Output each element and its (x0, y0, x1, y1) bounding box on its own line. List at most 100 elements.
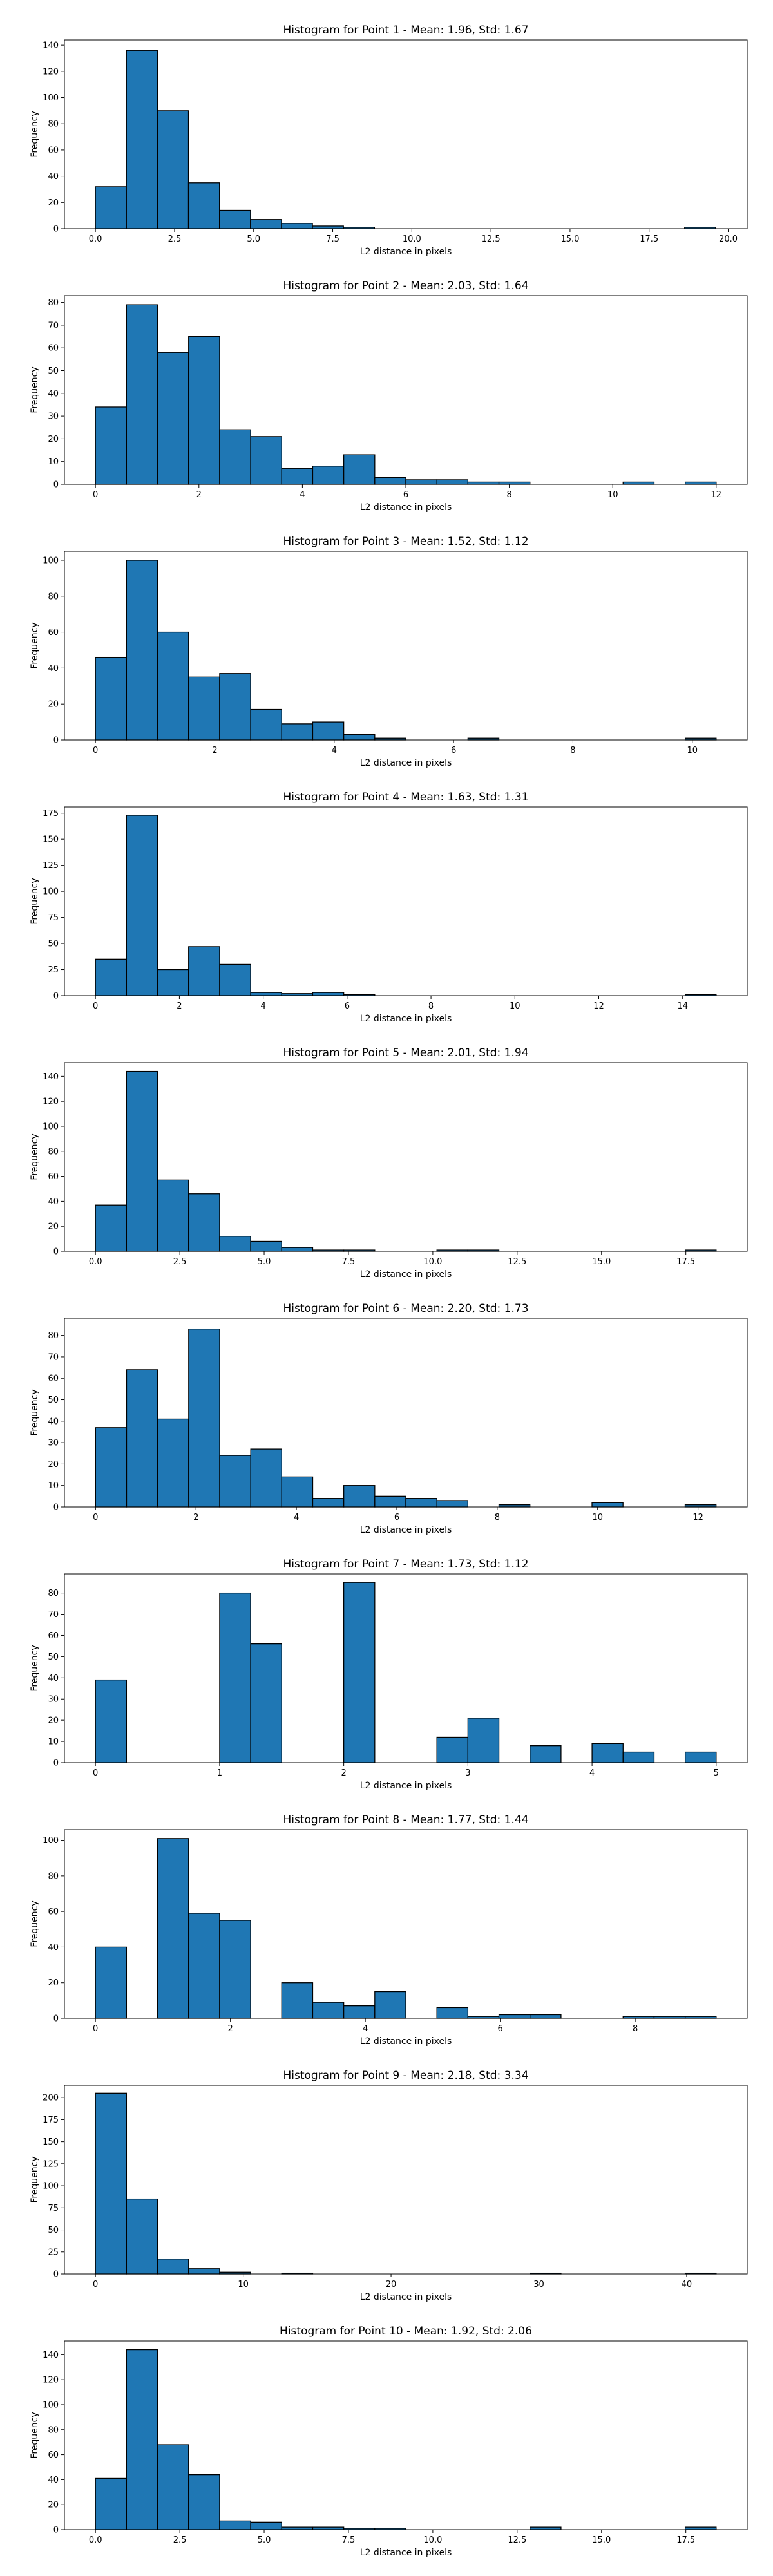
histogram-bar (436, 1500, 468, 1508)
histogram-panel-2: Histogram for Point 2 - Mean: 2.03, Std:… (30, 279, 748, 513)
chart-title: Histogram for Point 2 - Mean: 2.03, Std:… (283, 279, 528, 292)
histogram-bar (312, 992, 345, 996)
histogram-bar (312, 721, 345, 741)
histogram-bar (436, 1736, 469, 1763)
chart-title: Histogram for Point 8 - Mean: 1.77, Std:… (283, 1814, 528, 1826)
y-tick-label: 100 (43, 887, 59, 897)
histogram-bar (530, 1745, 562, 1763)
histogram-bar (95, 2477, 128, 2530)
y-tick-label: 10 (48, 1738, 59, 1747)
histogram-bar (312, 225, 344, 229)
y-tick-label: 60 (48, 146, 59, 155)
x-tick-label: 0 (93, 1513, 98, 1522)
x-tick-label: 4 (294, 1513, 299, 1522)
y-tick-label: 150 (43, 835, 59, 845)
y-axis-label: Frequency (30, 2412, 40, 2458)
y-tick-label: 70 (48, 321, 59, 330)
chart-title: Histogram for Point 7 - Mean: 1.73, Std:… (283, 1558, 528, 1571)
y-axis-label: Frequency (30, 366, 40, 413)
y-tick-label: 75 (48, 913, 59, 923)
x-tick-label: 8 (506, 490, 511, 500)
histogram-bar (281, 1982, 314, 2019)
chart-title: Histogram for Point 9 - Mean: 2.18, Std:… (283, 2069, 528, 2082)
y-tick-label: 140 (43, 1072, 59, 1082)
histogram-bar (188, 676, 220, 741)
x-tick-label: 12.5 (508, 1257, 526, 1267)
histogram-bar (95, 1679, 128, 1763)
y-tick-label: 40 (48, 1943, 59, 1953)
histogram-bar (219, 2520, 251, 2530)
histogram-panel-1: Histogram for Point 1 - Mean: 1.96, Std:… (30, 24, 748, 257)
x-tick-label: 2 (196, 490, 202, 500)
y-tick-label: 0 (53, 1503, 59, 1513)
y-tick-label: 20 (48, 435, 59, 444)
y-axis-label: Frequency (30, 1645, 40, 1691)
histogram-bar (312, 2526, 345, 2530)
y-tick-label: 60 (48, 1172, 59, 1182)
y-tick-label: 70 (48, 1610, 59, 1620)
x-axis-label: L2 distance in pixels (360, 1269, 452, 1280)
y-tick-label: 40 (48, 1417, 59, 1426)
axes-frame (64, 806, 748, 996)
histogram-bar (250, 436, 282, 485)
y-tick-label: 150 (43, 2137, 59, 2147)
histogram-bar (95, 958, 128, 996)
histogram-bar (126, 1369, 158, 1508)
chart-title: Histogram for Point 5 - Mean: 2.01, Std:… (283, 1046, 528, 1059)
y-tick-label: 50 (48, 1396, 59, 1405)
histogram-bar (188, 336, 220, 485)
histogram-bar (374, 1495, 406, 1508)
y-tick-label: 120 (43, 67, 59, 77)
chart-title: Histogram for Point 4 - Mean: 1.63, Std:… (283, 791, 528, 804)
y-tick-label: 175 (43, 809, 59, 819)
x-tick-label: 10.0 (403, 234, 421, 244)
histogram-bar (312, 2002, 345, 2019)
x-tick-label: 5.0 (258, 1257, 271, 1267)
y-tick-label: 20 (48, 1716, 59, 1726)
y-axis-label: Frequency (30, 1133, 40, 1180)
y-tick-label: 20 (48, 700, 59, 710)
histogram-bar (498, 2014, 531, 2019)
y-tick-label: 0 (53, 992, 59, 1001)
histogram-bar (95, 406, 128, 485)
chart-title: Histogram for Point 1 - Mean: 1.96, Std:… (283, 24, 528, 37)
histogram-bar (530, 2014, 562, 2019)
x-tick-label: 0 (93, 1001, 98, 1011)
x-tick-label: 0.0 (89, 2535, 102, 2545)
x-tick-label: 10 (592, 1513, 603, 1522)
x-tick-label: 7.5 (326, 234, 339, 244)
histogram-bar (530, 2526, 562, 2530)
y-tick-label: 120 (43, 1097, 59, 1107)
y-tick-label: 0 (53, 480, 59, 490)
axes-frame (64, 2340, 748, 2530)
histogram-bar (250, 219, 282, 229)
histogram-bar (126, 1070, 158, 1252)
x-tick-label: 8 (570, 746, 575, 755)
y-tick-label: 80 (48, 1331, 59, 1341)
chart-title: Histogram for Point 10 - Mean: 1.92, Std… (280, 2325, 532, 2338)
x-tick-label: 40 (682, 2280, 692, 2289)
x-tick-label: 0 (93, 1768, 98, 1778)
histogram-bar (467, 1718, 500, 1763)
y-tick-label: 25 (48, 2248, 59, 2257)
histogram-bar (95, 2092, 128, 2275)
x-tick-label: 0.0 (89, 1257, 102, 1267)
histogram-bar (187, 182, 220, 229)
histogram-bar (157, 1418, 189, 1508)
histogram-bar (126, 815, 158, 996)
x-axis-label: L2 distance in pixels (360, 2036, 452, 2047)
x-tick-label: 0 (93, 2280, 98, 2289)
histogram-bar (405, 1498, 437, 1508)
y-tick-label: 20 (48, 2501, 59, 2510)
x-tick-label: 5.0 (247, 234, 260, 244)
histogram-bar (343, 1582, 376, 1763)
y-tick-label: 50 (48, 1653, 59, 1662)
x-tick-label: 4 (589, 1768, 595, 1778)
histogram-bar (157, 969, 189, 996)
x-tick-label: 20 (386, 2280, 397, 2289)
histogram-bar (622, 481, 655, 485)
histogram-bar (684, 481, 717, 485)
x-tick-label: 12.5 (482, 234, 501, 244)
x-tick-label: 5.0 (258, 2535, 271, 2545)
histogram-bar (281, 1247, 314, 1252)
